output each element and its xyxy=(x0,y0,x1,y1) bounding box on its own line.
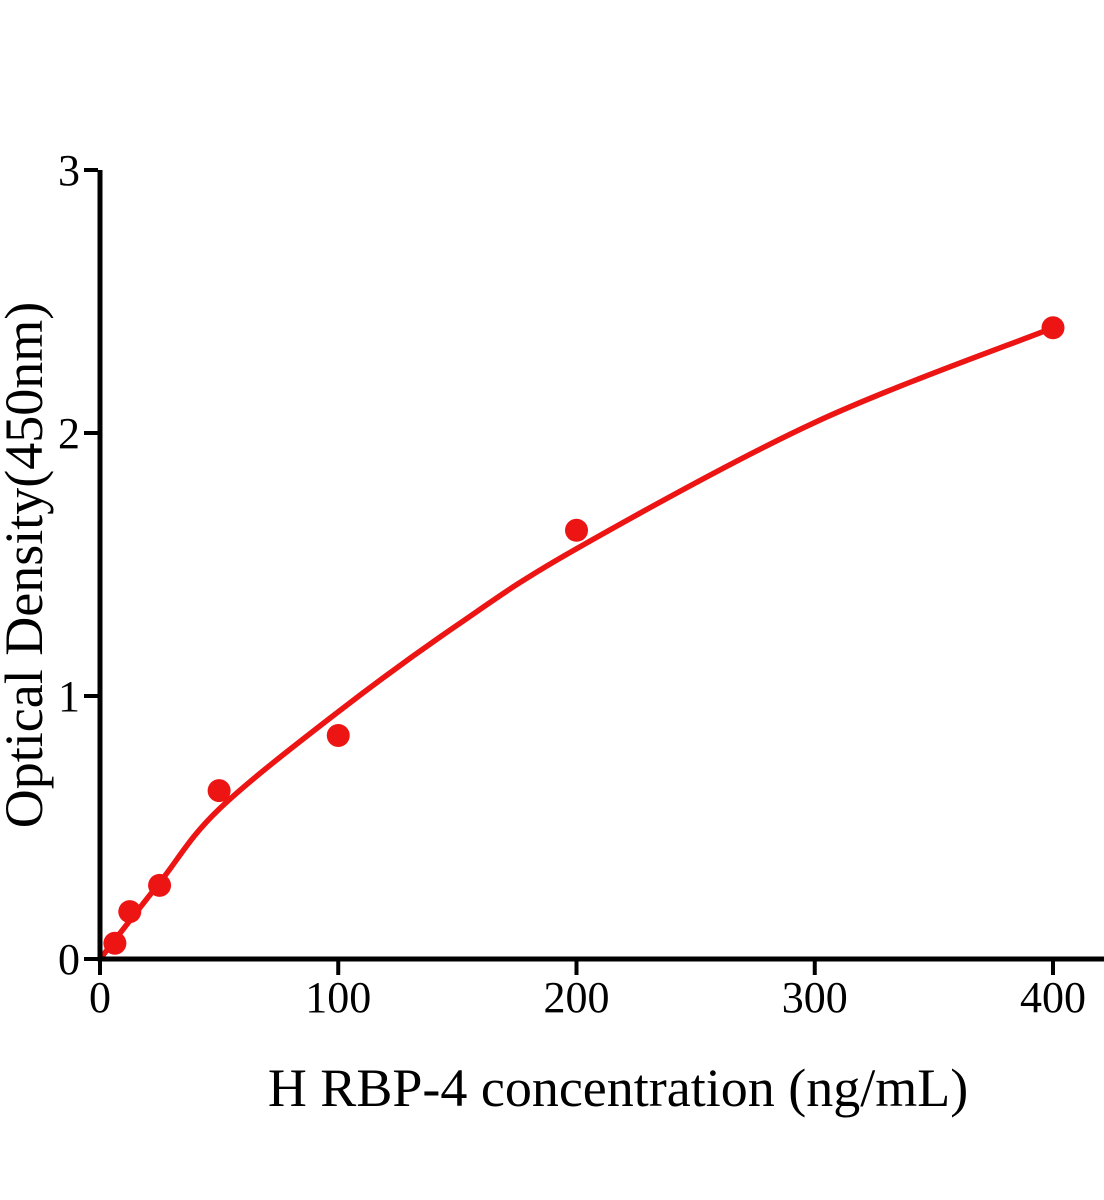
y-tick-label: 0 xyxy=(58,935,80,984)
data-point xyxy=(1041,316,1065,340)
x-tick-label: 100 xyxy=(305,973,371,1022)
data-point xyxy=(207,779,231,803)
y-tick-label: 1 xyxy=(58,672,80,721)
data-point xyxy=(565,518,588,542)
axes xyxy=(97,170,1104,962)
y-tick-label: 3 xyxy=(58,146,80,195)
data-point xyxy=(148,873,172,897)
axis-ticks xyxy=(84,168,1055,975)
y-tick-label: 2 xyxy=(58,409,80,458)
data-point xyxy=(103,931,127,955)
tick-labels: 0 100 200 300 400 0 1 2 3 xyxy=(58,146,1086,1022)
fit-curve xyxy=(97,325,1056,962)
x-tick-label: 300 xyxy=(782,973,848,1022)
data-points xyxy=(103,316,1065,955)
x-axis-title: H RBP-4 concentration (ng/mL) xyxy=(268,1058,968,1118)
data-point xyxy=(118,900,142,924)
x-tick-label: 200 xyxy=(544,973,610,1022)
y-axis-title: Optical Density(450nm) xyxy=(0,302,54,828)
data-point xyxy=(326,723,350,747)
x-tick-label: 400 xyxy=(1020,973,1086,1022)
x-tick-label: 0 xyxy=(89,973,111,1022)
